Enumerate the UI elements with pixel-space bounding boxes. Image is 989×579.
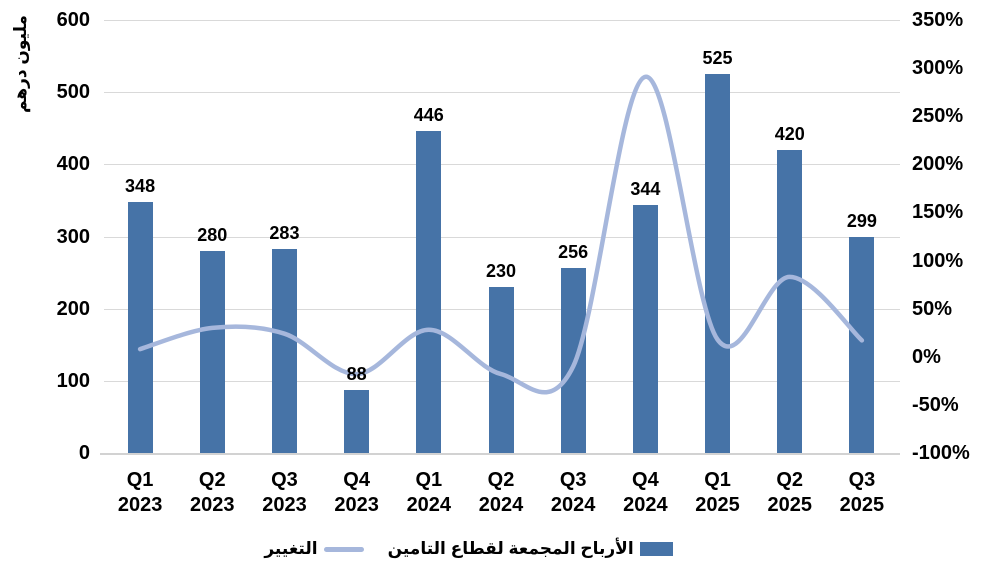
legend-item-profits: الأرباح المجمعة لقطاع التامين bbox=[388, 539, 673, 559]
x-label-quarter: Q3 bbox=[559, 469, 587, 491]
right-axis-tick-label: 350% bbox=[912, 9, 964, 31]
x-axis-label-q1-2023: Q1 2023 bbox=[95, 468, 185, 518]
bar-q3-2023 bbox=[271, 248, 297, 453]
right-axis-tick-label: 200% bbox=[912, 153, 964, 176]
bar-q3-2025 bbox=[849, 237, 875, 453]
left-axis-tick-label: 100 bbox=[56, 369, 90, 392]
x-label-quarter: Q1 bbox=[704, 469, 731, 491]
right-axis-tick-label: 250% bbox=[912, 105, 964, 128]
bar-series-swatch bbox=[639, 542, 673, 556]
gridline bbox=[104, 20, 900, 21]
x-axis-label-q2-2025: Q2 2025 bbox=[745, 468, 835, 518]
x-label-year: 2024 bbox=[478, 494, 524, 516]
right-axis-tick-label: 0% bbox=[912, 345, 941, 368]
x-axis-label-q1-2025: Q1 2025 bbox=[673, 468, 763, 518]
x-label-quarter: Q4 bbox=[632, 469, 659, 491]
x-label-year: 2025 bbox=[839, 494, 885, 516]
x-label-quarter: Q1 bbox=[126, 469, 154, 491]
left-axis-tick-label: 500 bbox=[56, 81, 90, 104]
bar-q1-2025 bbox=[705, 74, 731, 453]
x-axis-line bbox=[100, 453, 900, 455]
legend-item-change: التغيير bbox=[264, 539, 364, 559]
right-axis-tick-label: 150% bbox=[912, 201, 964, 224]
right-axis-tick-label: 50% bbox=[912, 297, 953, 320]
bar-value-label: 88 bbox=[346, 363, 367, 384]
bar-q1-2024 bbox=[416, 131, 442, 453]
bar-value-label: 256 bbox=[558, 242, 589, 263]
bar-value-label: 230 bbox=[485, 261, 517, 282]
x-label-quarter: Q2 bbox=[198, 469, 226, 491]
bar-value-label: 280 bbox=[197, 224, 228, 245]
x-axis-label-q2-2024: Q2 2024 bbox=[456, 468, 546, 518]
x-label-year: 2025 bbox=[767, 494, 812, 516]
x-axis-label-q4-2024: Q4 2024 bbox=[600, 468, 690, 518]
x-axis-label-q3-2025: Q3 2025 bbox=[817, 468, 907, 518]
bar-value-label: 525 bbox=[702, 48, 733, 69]
bar-value-label: 299 bbox=[846, 211, 877, 232]
bar-q2-2025 bbox=[777, 149, 803, 453]
x-label-year: 2023 bbox=[262, 494, 307, 516]
bar-value-label: 283 bbox=[269, 222, 300, 243]
bar-value-label: 446 bbox=[413, 105, 444, 126]
x-label-year: 2024 bbox=[550, 494, 596, 516]
x-axis-label-q2-2023: Q2 2023 bbox=[167, 468, 257, 518]
left-axis-tick-label: 600 bbox=[56, 9, 90, 31]
change-line-series bbox=[137, 74, 865, 395]
x-axis-label-q3-2023: Q3 2023 bbox=[239, 468, 329, 518]
x-label-year: 2023 bbox=[334, 494, 379, 516]
x-label-quarter: Q3 bbox=[848, 469, 876, 491]
line-series-swatch bbox=[323, 546, 364, 552]
x-label-year: 2024 bbox=[406, 494, 452, 516]
bar-value-label: 348 bbox=[125, 175, 156, 196]
gridline bbox=[104, 236, 900, 238]
right-axis-tick-label: -50% bbox=[912, 393, 959, 416]
gridline bbox=[104, 92, 900, 94]
bar-value-label: 344 bbox=[630, 178, 661, 199]
x-axis-label-q4-2023: Q4 2023 bbox=[312, 468, 402, 518]
bar-q4-2024 bbox=[632, 204, 658, 453]
bar-q3-2024 bbox=[560, 268, 586, 453]
legend-label-change: التغيير bbox=[264, 539, 318, 558]
x-axis-label-q3-2024: Q3 2024 bbox=[528, 468, 618, 518]
x-label-quarter: Q2 bbox=[776, 469, 804, 491]
x-label-quarter: Q3 bbox=[271, 469, 298, 491]
x-label-year: 2025 bbox=[695, 494, 740, 516]
right-axis-tick-label: -100% bbox=[912, 442, 970, 464]
x-label-quarter: Q2 bbox=[487, 469, 515, 491]
legend: الأرباح المجمعة لقطاع التامين التغيير bbox=[0, 539, 963, 559]
x-label-year: 2023 bbox=[117, 494, 163, 516]
x-label-quarter: Q1 bbox=[415, 469, 443, 491]
right-axis-tick-label: 100% bbox=[912, 249, 964, 272]
right-axis-tick-label: 300% bbox=[912, 57, 964, 80]
bar-value-label: 420 bbox=[774, 123, 805, 144]
gridline bbox=[104, 164, 900, 166]
plot-area: 348 280 283 88 446 230 256 344 525 420 299 bbox=[104, 20, 898, 453]
x-axis-label-q1-2024: Q1 2024 bbox=[384, 468, 474, 518]
left-axis-tick-label: 400 bbox=[56, 153, 90, 176]
bar-q1-2023 bbox=[127, 201, 153, 453]
bar-q2-2023 bbox=[199, 250, 225, 453]
left-axis-tick-label: 300 bbox=[56, 225, 90, 248]
bar-q4-2023 bbox=[344, 389, 370, 453]
change-line-path bbox=[137, 74, 865, 395]
legend-label-profits: الأرباح المجمعة لقطاع التامين bbox=[387, 539, 634, 558]
x-label-year: 2024 bbox=[623, 494, 668, 516]
left-axis-tick-label: 0 bbox=[78, 442, 90, 464]
x-label-year: 2023 bbox=[190, 494, 235, 516]
x-label-quarter: Q4 bbox=[343, 469, 370, 491]
left-axis-tick-label: 200 bbox=[56, 297, 90, 320]
